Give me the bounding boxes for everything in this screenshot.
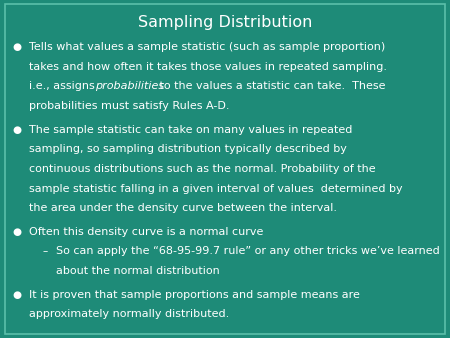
Text: continuous distributions such as the normal. Probability of the: continuous distributions such as the nor…: [29, 164, 376, 174]
Text: i.e., assigns: i.e., assigns: [29, 81, 99, 92]
Text: sampling, so sampling distribution typically described by: sampling, so sampling distribution typic…: [29, 144, 347, 154]
Text: the area under the density curve between the interval.: the area under the density curve between…: [29, 203, 337, 213]
Text: sample statistic falling in a given interval of values  determined by: sample statistic falling in a given inte…: [29, 184, 403, 194]
Text: Sampling Distribution: Sampling Distribution: [138, 15, 312, 30]
Text: takes and how often it takes those values in repeated sampling.: takes and how often it takes those value…: [29, 62, 387, 72]
Text: So can apply the “68-95-99.7 rule” or any other tricks we’ve learned: So can apply the “68-95-99.7 rule” or an…: [56, 246, 440, 257]
FancyBboxPatch shape: [5, 4, 445, 334]
Text: ●: ●: [13, 227, 22, 237]
Text: ●: ●: [13, 125, 22, 135]
Text: probabilities: probabilities: [95, 81, 164, 92]
Text: The sample statistic can take on many values in repeated: The sample statistic can take on many va…: [29, 125, 353, 135]
Text: probabilities must satisfy Rules A-D.: probabilities must satisfy Rules A-D.: [29, 101, 230, 111]
Text: Tells what values a sample statistic (such as sample proportion): Tells what values a sample statistic (su…: [29, 42, 386, 52]
Text: ●: ●: [13, 290, 22, 300]
Text: about the normal distribution: about the normal distribution: [56, 266, 220, 276]
Text: approximately normally distributed.: approximately normally distributed.: [29, 309, 230, 319]
Text: Often this density curve is a normal curve: Often this density curve is a normal cur…: [29, 227, 264, 237]
Text: to the values a statistic can take.  These: to the values a statistic can take. Thes…: [156, 81, 385, 92]
Text: It is proven that sample proportions and sample means are: It is proven that sample proportions and…: [29, 290, 360, 300]
Text: –: –: [42, 246, 48, 257]
Text: ●: ●: [13, 42, 22, 52]
